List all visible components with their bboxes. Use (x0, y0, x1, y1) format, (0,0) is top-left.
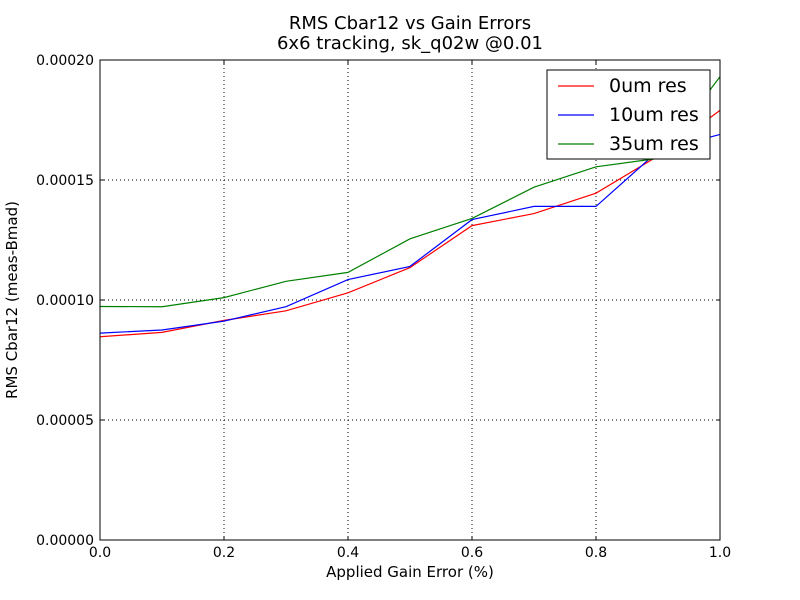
series-line (99, 76, 721, 308)
x-tick-label: 0.4 (337, 545, 359, 561)
legend-label: 35um res (609, 133, 699, 155)
x-axis-label: Applied Gain Error (%) (326, 563, 494, 581)
legend-label: 0um res (609, 75, 687, 97)
y-axis-label: RMS Cbar12 (meas-Bmad) (3, 201, 21, 399)
y-tick-label: 0.00020 (36, 53, 94, 69)
series-lines (99, 76, 721, 338)
y-tick-label: 0.00005 (36, 413, 94, 429)
y-tick-label: 0.00015 (36, 173, 94, 189)
chart-title: RMS Cbar12 vs Gain Errors (289, 13, 531, 34)
series-line (99, 133, 721, 334)
x-tick-label: 0.6 (461, 545, 483, 561)
y-tick-label: 0.00000 (36, 533, 94, 549)
ticks: 0.0 0.2 0.4 0.6 0.8 1.0 0.00000 0.00005 0.00010 0… (36, 53, 731, 561)
x-tick-label: 0.2 (213, 545, 235, 561)
y-tick-label: 0.00010 (36, 293, 94, 309)
legend: 0um res 10um res 35um res (546, 69, 711, 160)
x-tick-label: 0.0 (89, 545, 111, 561)
chart-subtitle: 6x6 tracking, sk_q02w @0.01 (277, 33, 543, 54)
x-tick-label: 0.8 (585, 545, 607, 561)
x-tick-label: 1.0 (709, 545, 731, 561)
legend-label: 10um res (609, 104, 699, 126)
